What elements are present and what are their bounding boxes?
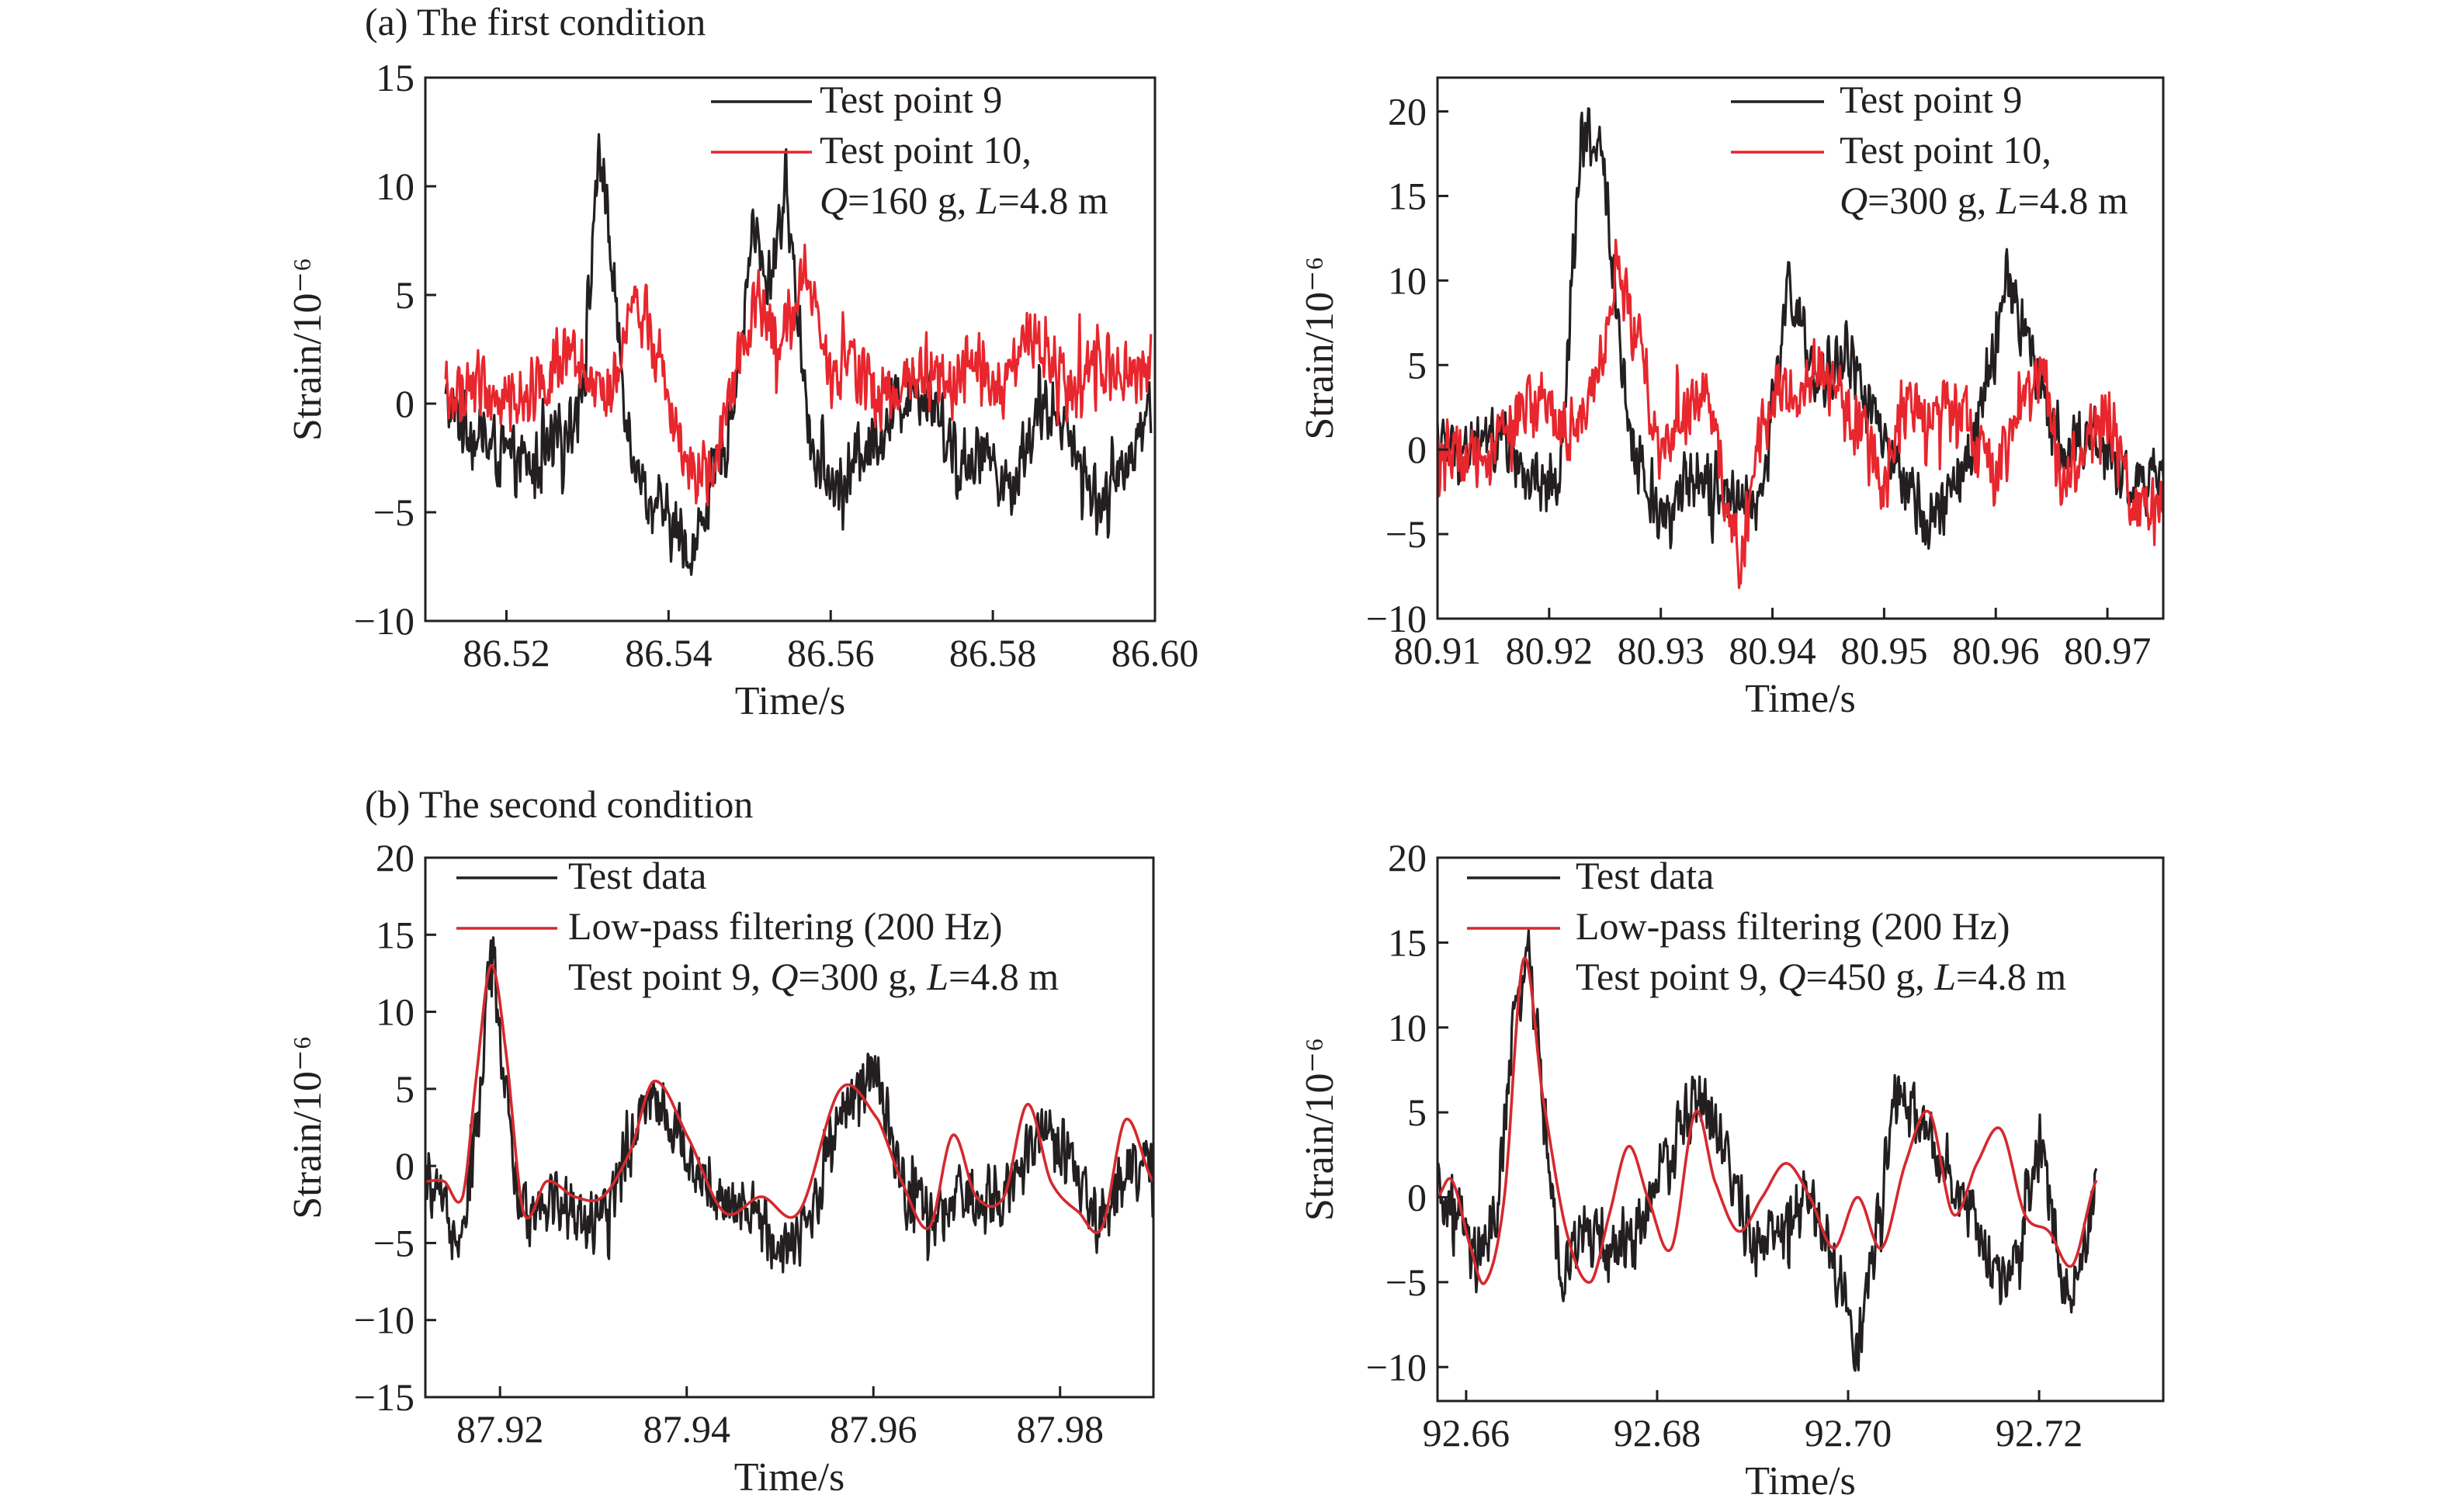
legend-note: Test point 9, Q=450 g, L=4.8 m bbox=[1576, 955, 2066, 998]
y-tick-label: 20 bbox=[1388, 90, 1427, 134]
y-axis-label: Strain/10⁻⁶ bbox=[286, 1035, 330, 1219]
x-tick-label: 87.98 bbox=[1016, 1407, 1104, 1451]
series-line-1 bbox=[444, 133, 1153, 577]
y-tick-label: −5 bbox=[373, 491, 414, 534]
y-tick-label: 20 bbox=[1388, 836, 1427, 879]
x-tick-label: 80.91 bbox=[1394, 629, 1482, 672]
x-tick-label: 92.72 bbox=[1996, 1411, 2083, 1455]
x-tick-label: 80.96 bbox=[1952, 629, 2040, 672]
chart-panel-3: 87.92 87.94 87.96 87.98 −15 −10 −5 0 5 10 15 20 Time… bbox=[286, 836, 1155, 1500]
series-line-2 bbox=[444, 243, 1153, 507]
legend-label: Low-pass filtering (200 Hz) bbox=[1576, 904, 2010, 948]
y-tick-label: 5 bbox=[1407, 1091, 1427, 1134]
chart-panel-4: 92.66 92.68 92.70 92.72 −10 −5 0 5 10 15 20 Time/s S… bbox=[1298, 836, 2165, 1503]
y-tick-label: 10 bbox=[1388, 258, 1427, 302]
x-tick-label: 87.94 bbox=[643, 1407, 730, 1451]
legend-label: Test point 9 bbox=[1840, 78, 2022, 121]
x-tick-label: 80.93 bbox=[1617, 629, 1705, 672]
x-tick-label: 80.94 bbox=[1729, 629, 1816, 672]
y-tick-label: 20 bbox=[376, 836, 414, 879]
legend-note: Q=300 g, L=4.8 m bbox=[1840, 179, 2128, 222]
legend-note: Test point 9, Q=300 g, L=4.8 m bbox=[568, 955, 1059, 998]
x-tick-label: 86.52 bbox=[463, 631, 550, 675]
y-tick-label: −10 bbox=[354, 599, 414, 643]
legend-label: Test data bbox=[1576, 854, 1714, 897]
series-line-2 bbox=[1438, 238, 2163, 590]
plot-frame bbox=[424, 76, 1157, 622]
x-tick-label: 86.60 bbox=[1112, 631, 1199, 675]
y-tick-label: 15 bbox=[376, 56, 414, 99]
y-tick-label: 15 bbox=[1388, 174, 1427, 217]
series-line-1 bbox=[425, 936, 1153, 1274]
y-tick-label: −10 bbox=[1366, 1345, 1427, 1389]
y-axis-label: Strain/10⁻⁶ bbox=[1298, 256, 1342, 439]
y-tick-label: 10 bbox=[1388, 1006, 1427, 1049]
y-tick-label: −10 bbox=[354, 1299, 414, 1342]
x-tick-label: 86.58 bbox=[949, 631, 1037, 675]
y-tick-label: 0 bbox=[1407, 1176, 1427, 1219]
y-tick-label: −5 bbox=[1386, 512, 1427, 556]
y-axis-label: Strain/10⁻⁶ bbox=[1298, 1038, 1342, 1221]
x-tick-label: 92.66 bbox=[1423, 1411, 1510, 1455]
section-title-b: (b) The second condition bbox=[365, 782, 753, 826]
y-tick-label: −15 bbox=[354, 1375, 414, 1419]
x-tick-label: 87.96 bbox=[830, 1407, 917, 1451]
x-tick-label: 92.68 bbox=[1614, 1411, 1701, 1455]
y-tick-label: −5 bbox=[373, 1221, 414, 1264]
y-tick-label: 10 bbox=[376, 165, 414, 208]
x-tick-label: 87.92 bbox=[456, 1407, 544, 1451]
y-axis-label: Strain/10⁻⁶ bbox=[286, 258, 330, 441]
x-tick-label: 92.70 bbox=[1805, 1411, 1892, 1455]
section-title-a: (a) The first condition bbox=[365, 0, 706, 43]
series-line-1 bbox=[1438, 107, 2163, 550]
series-line-2 bbox=[1438, 956, 2098, 1285]
y-tick-label: 5 bbox=[395, 1067, 414, 1111]
y-tick-label: 0 bbox=[1407, 428, 1427, 471]
x-tick-label: 80.97 bbox=[2064, 629, 2152, 672]
plot-frame bbox=[424, 856, 1155, 1399]
x-axis-label: Time/s bbox=[1745, 1459, 1856, 1503]
x-tick-label: 86.56 bbox=[787, 631, 875, 675]
plot-frame bbox=[1436, 76, 2165, 620]
series-line-2 bbox=[425, 963, 1153, 1234]
y-tick-label: 0 bbox=[395, 382, 414, 425]
y-tick-label: 15 bbox=[1388, 921, 1427, 964]
legend-label: Test point 10, bbox=[820, 128, 1032, 172]
y-tick-label: 0 bbox=[395, 1144, 414, 1188]
x-tick-label: 80.95 bbox=[1840, 629, 1928, 672]
legend-label: Low-pass filtering (200 Hz) bbox=[568, 904, 1003, 948]
chart-panel-2: 80.91 80.92 80.93 80.94 80.95 80.96 80.97 −10 −5… bbox=[1298, 76, 2165, 721]
plot-frame bbox=[1436, 856, 2165, 1403]
legend-note: Q=160 g, L=4.8 m bbox=[820, 179, 1108, 222]
series-line-1 bbox=[1438, 929, 2098, 1372]
x-axis-label: Time/s bbox=[1745, 677, 1856, 721]
x-axis-label: Time/s bbox=[735, 679, 846, 723]
y-tick-label: 5 bbox=[395, 273, 414, 317]
legend-label: Test data bbox=[568, 854, 706, 897]
chart-panel-1: 86.52 86.54 86.56 86.58 86.60 −10 −5 0 5 10 15 Time… bbox=[286, 56, 1198, 723]
x-axis-label: Time/s bbox=[734, 1455, 845, 1500]
legend-label: Test point 10, bbox=[1840, 128, 2051, 172]
x-tick-label: 86.54 bbox=[625, 631, 713, 675]
y-tick-label: 10 bbox=[376, 990, 414, 1034]
y-tick-label: −5 bbox=[1386, 1261, 1427, 1304]
legend-label: Test point 9 bbox=[820, 78, 1002, 121]
y-tick-label: 5 bbox=[1407, 343, 1427, 387]
y-tick-label: −10 bbox=[1366, 597, 1427, 640]
y-tick-label: 15 bbox=[376, 913, 414, 956]
x-tick-label: 80.92 bbox=[1506, 629, 1594, 672]
